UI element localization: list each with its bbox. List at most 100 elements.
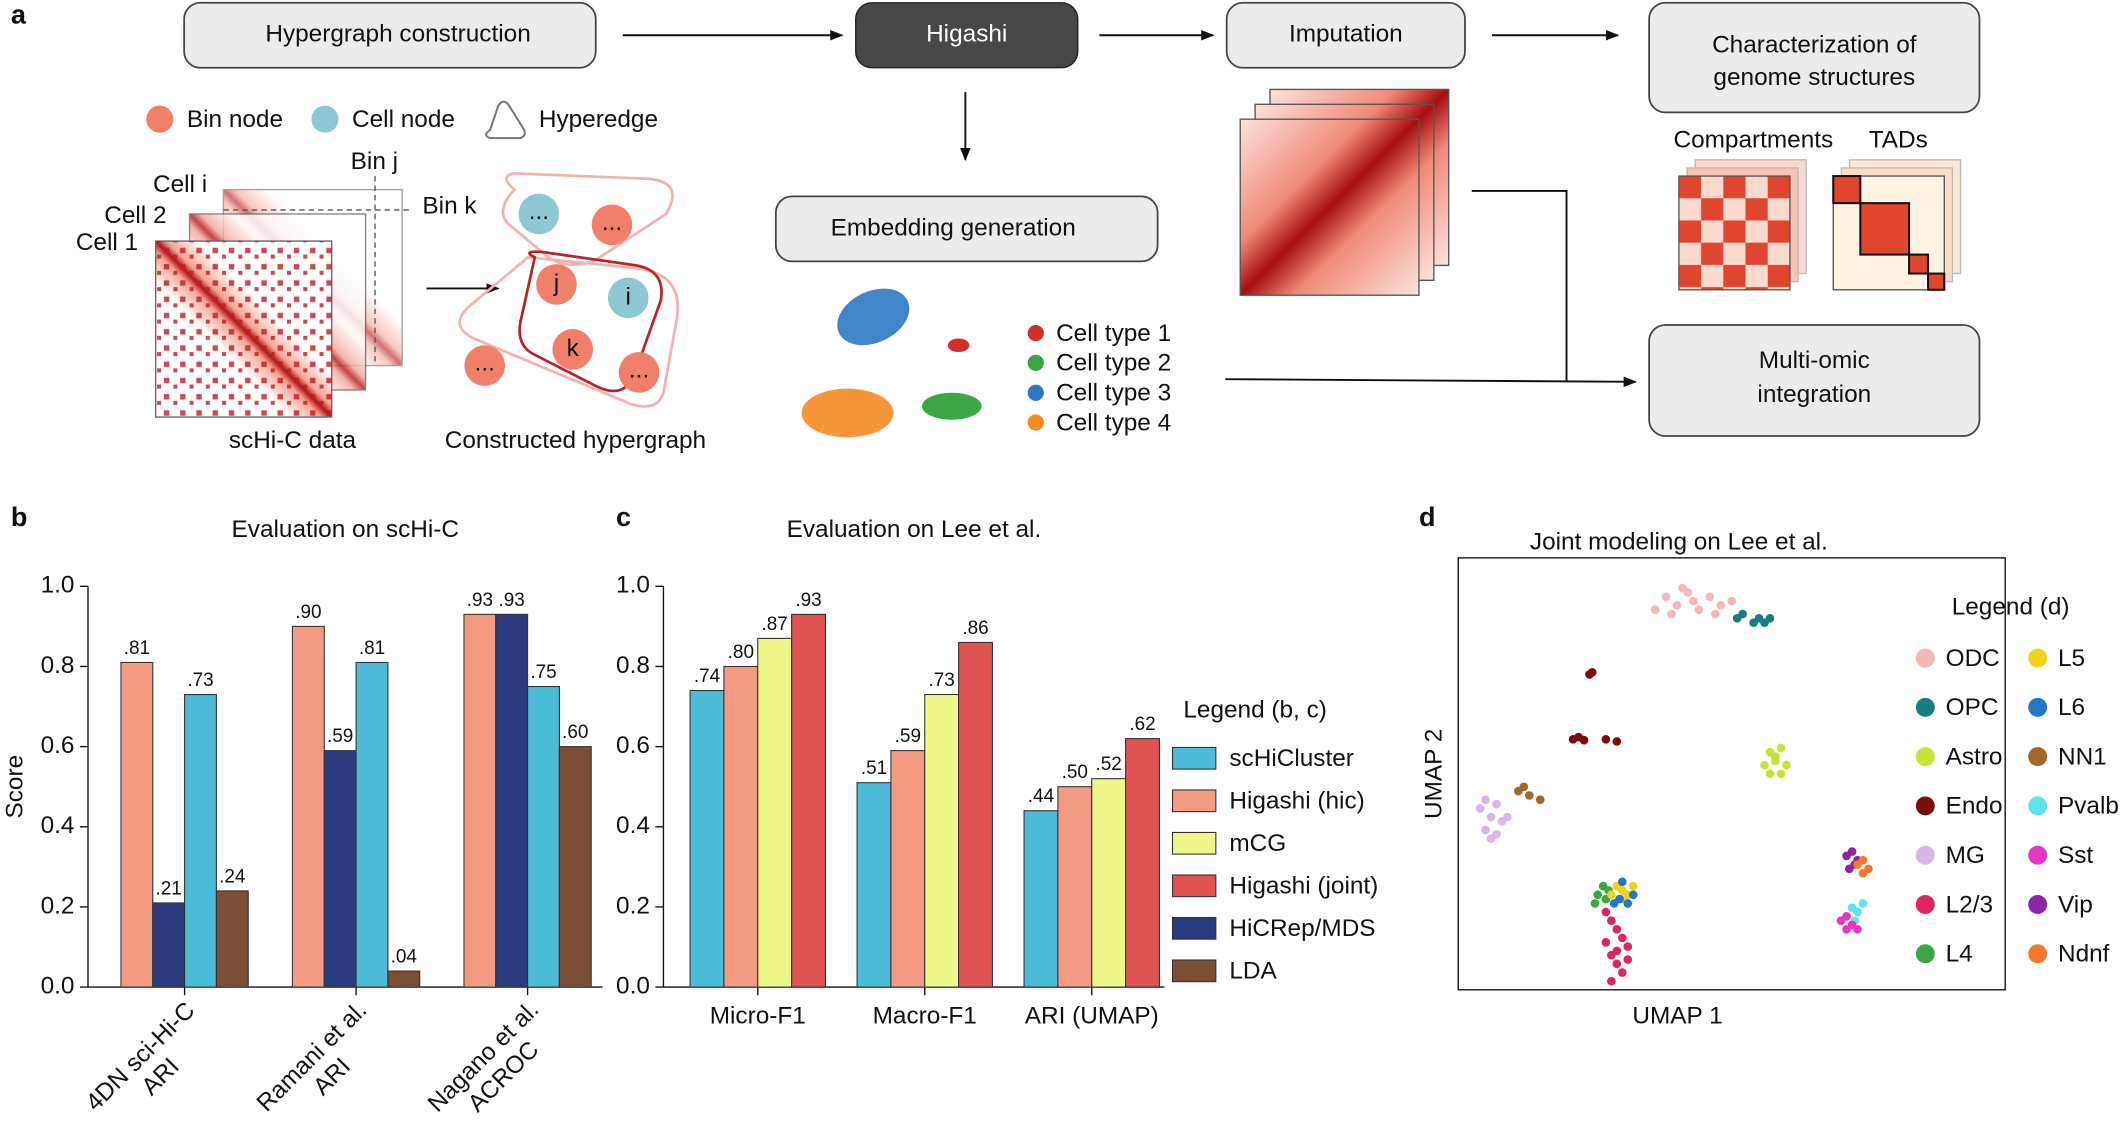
point xyxy=(1678,583,1687,593)
tad xyxy=(1832,175,1862,205)
bar xyxy=(723,665,759,988)
bin-label: Bin j xyxy=(351,148,398,175)
point xyxy=(1617,933,1627,943)
step-box xyxy=(1225,1,1466,69)
y-tick-label: 0.8 xyxy=(41,652,75,679)
legend-label: Bin node xyxy=(187,106,283,133)
value-label: .24 xyxy=(219,866,245,887)
cell-label: Cell 1 xyxy=(76,229,138,256)
bar xyxy=(323,750,357,988)
y-tick-label: 0.0 xyxy=(616,973,650,1000)
point xyxy=(1667,609,1676,619)
point xyxy=(1519,782,1529,792)
point xyxy=(1615,894,1624,904)
legend-label: LDA xyxy=(1229,958,1277,985)
point xyxy=(1672,601,1682,610)
point xyxy=(1612,737,1622,746)
bar xyxy=(890,750,926,988)
bin-label: Bin k xyxy=(422,193,477,220)
point xyxy=(1705,592,1715,602)
legend-label: Higashi (hic) xyxy=(1229,788,1364,815)
legend-label: Cell type 3 xyxy=(1056,379,1171,406)
chart-title: Joint modeling on Lee et al. xyxy=(1530,528,1828,555)
compartment-matrix xyxy=(1678,175,1791,291)
bar xyxy=(215,890,249,988)
bar xyxy=(387,970,421,988)
node-label: ... xyxy=(602,209,622,236)
x-tick-label: ARI (UMAP) xyxy=(1025,1002,1159,1029)
hyperedge-icon xyxy=(485,100,526,140)
arrow xyxy=(1225,376,1637,388)
bar xyxy=(527,685,560,988)
point xyxy=(1842,912,1851,921)
step-label: Higashi xyxy=(926,21,1007,48)
legend-swatch xyxy=(1171,916,1217,940)
embedding-cluster xyxy=(947,338,970,353)
point xyxy=(1765,769,1775,779)
point xyxy=(1607,976,1616,986)
legend-dot xyxy=(1915,648,1935,668)
legend-label: HiCRep/MDS xyxy=(1229,915,1375,942)
plot-frame xyxy=(1457,557,2006,991)
value-label: .81 xyxy=(359,638,385,659)
point xyxy=(1492,799,1501,809)
chart-title: Evaluation on Lee et al. xyxy=(787,516,1042,543)
point xyxy=(1650,605,1660,615)
step-box xyxy=(1648,1,1981,114)
node-label: j xyxy=(553,270,559,297)
legend-dot xyxy=(1027,354,1044,372)
value-label: .51 xyxy=(861,758,887,779)
bin-node xyxy=(464,345,506,386)
bar xyxy=(1125,738,1160,988)
legend-label: Endo xyxy=(1946,793,2003,820)
bar xyxy=(558,746,592,988)
point xyxy=(1765,614,1775,623)
legend-dot xyxy=(2028,895,2048,914)
cell-label: Cell 2 xyxy=(104,202,166,229)
y-tick-label: 0.0 xyxy=(41,973,75,1000)
point xyxy=(1481,825,1490,835)
bar xyxy=(152,902,186,988)
y-tick-label: 0.8 xyxy=(616,652,650,679)
bar xyxy=(791,613,827,988)
point xyxy=(1612,946,1622,956)
caption: Constructed hypergraph xyxy=(445,427,706,454)
point xyxy=(1617,877,1627,887)
bin-node xyxy=(536,264,577,305)
value-label: .93 xyxy=(467,590,493,611)
step-box xyxy=(855,2,1079,69)
y-axis-label: Score xyxy=(2,755,29,819)
legend-dot xyxy=(1915,697,1935,717)
legend-label: Higashi (joint) xyxy=(1229,873,1378,900)
point xyxy=(1710,609,1720,619)
point xyxy=(1628,881,1638,891)
legend-swatch xyxy=(1171,874,1217,898)
embedding-cluster xyxy=(801,388,894,438)
bin-node xyxy=(618,352,660,393)
value-label: .74 xyxy=(694,666,720,687)
point xyxy=(1694,605,1704,615)
point xyxy=(1503,812,1512,822)
y-tick-label: 0.4 xyxy=(616,812,650,839)
hyperedge xyxy=(458,255,680,408)
hyperedge xyxy=(501,171,674,267)
point xyxy=(1853,907,1862,917)
legend-label: Cell type 2 xyxy=(1056,350,1171,377)
bar xyxy=(291,625,325,988)
y-tick-label: 1.0 xyxy=(616,572,650,599)
legend-dot xyxy=(2028,648,2048,668)
embedding-cluster xyxy=(922,392,982,420)
legend-label: Cell type 1 xyxy=(1056,320,1171,347)
embedding-cluster xyxy=(837,288,910,346)
value-label: .73 xyxy=(187,670,213,691)
point xyxy=(1858,868,1868,878)
point xyxy=(1623,942,1633,951)
point xyxy=(1593,890,1603,900)
point xyxy=(1601,907,1611,917)
legend-label: ODC xyxy=(1946,645,2000,672)
value-label: .93 xyxy=(795,590,821,611)
point xyxy=(1760,760,1769,770)
bar xyxy=(958,641,993,988)
node-label: ... xyxy=(629,356,649,383)
